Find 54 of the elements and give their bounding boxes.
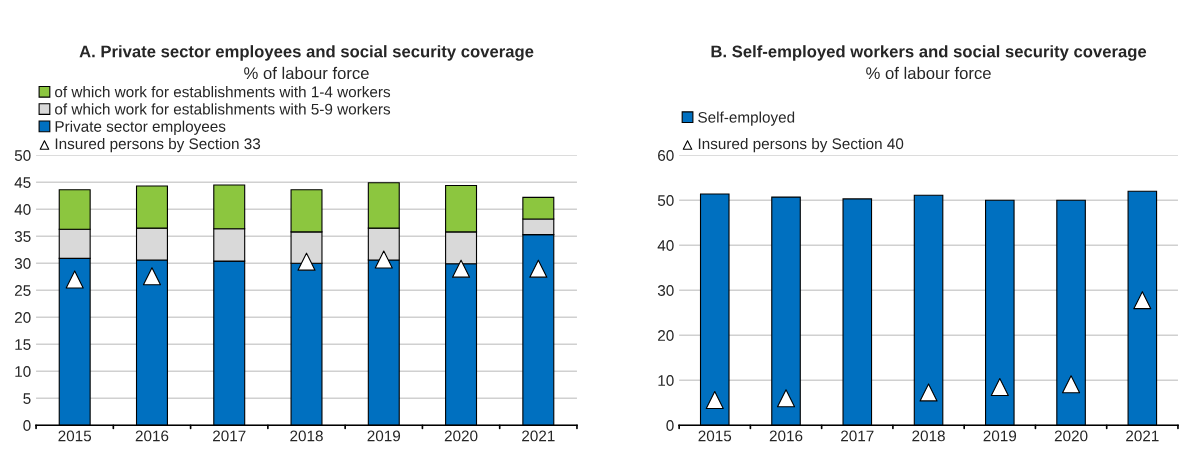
legend-label: of which work for establishments with 5-9 workers: [55, 103, 391, 115]
y-tick-label: 20: [14, 312, 31, 323]
y-tick-label: 10: [15, 366, 31, 377]
y-tick-label: 20: [658, 330, 674, 341]
point: [529, 259, 548, 278]
y-tick-label: 5: [23, 393, 31, 404]
x-tick-label: 2016: [769, 430, 803, 442]
point: [374, 250, 393, 269]
y-tick-label: 35: [14, 231, 31, 242]
point: [776, 389, 796, 408]
point: [1062, 375, 1081, 394]
x-tick-label: 2020: [1054, 430, 1088, 442]
y-tick-label: 0: [666, 420, 674, 431]
point: [1133, 291, 1152, 310]
y-tick-label: 50: [14, 150, 31, 161]
point: [990, 377, 1009, 397]
x-tick-label: 2021: [1126, 430, 1159, 442]
y-tick-label: 25: [14, 285, 31, 296]
y-tick-label: 30: [657, 285, 674, 296]
legend-label: Insured persons by Section 33: [55, 137, 261, 153]
legend-label: Self-employed: [698, 111, 795, 126]
x-tick-label: 2016: [135, 430, 169, 442]
point: [65, 270, 84, 289]
point: [297, 252, 316, 271]
chart-title: B. Self-employed workers and social security coverage: [711, 45, 1147, 61]
x-tick-label: 2019: [983, 430, 1017, 442]
x-tick-label: 2020: [444, 430, 478, 442]
chart-subtitle: % of labour force: [244, 66, 369, 80]
y-tick-label: 60: [658, 150, 674, 161]
chart-subtitle: % of labour force: [866, 66, 991, 80]
y-tick-label: 45: [14, 177, 31, 188]
point: [919, 383, 938, 402]
chart-title: A. Private sector employees and social security coverage: [79, 45, 534, 61]
point: [705, 390, 724, 410]
legend-label: Private sector employees: [55, 120, 226, 135]
x-tick-label: 2017: [213, 430, 246, 442]
y-tick-label: 40: [657, 240, 674, 251]
point: [451, 259, 471, 278]
point: [142, 267, 162, 286]
y-tick-label: 15: [15, 339, 31, 350]
legend-label: of which work for establishments with 1-4 workers: [55, 86, 391, 98]
x-tick-label: 2019: [367, 430, 401, 442]
y-tick-label: 10: [658, 375, 674, 386]
x-tick-label: 2015: [58, 430, 92, 442]
y-tick-label: 50: [657, 195, 674, 206]
legend-label: Insured persons by Section 40: [698, 137, 904, 153]
y-tick-label: 30: [14, 258, 31, 269]
x-tick-label: 2015: [698, 430, 732, 442]
x-tick-label: 2018: [912, 430, 945, 442]
x-tick-label: 2017: [841, 430, 874, 442]
y-tick-label: 0: [23, 420, 31, 431]
x-tick-label: 2021: [522, 430, 555, 442]
y-tick-label: 40: [14, 204, 31, 215]
x-tick-label: 2018: [290, 430, 323, 442]
